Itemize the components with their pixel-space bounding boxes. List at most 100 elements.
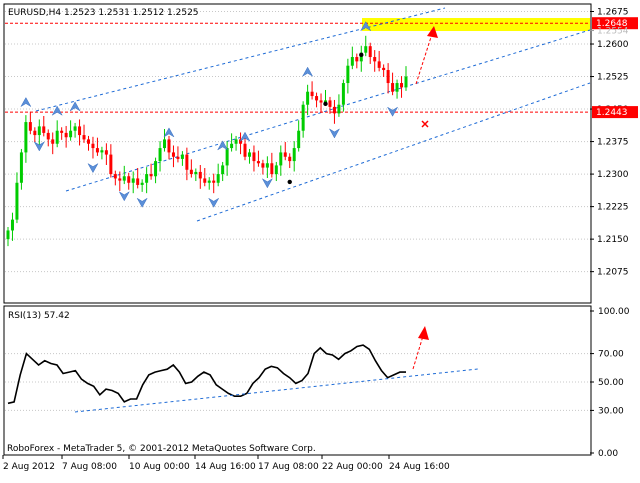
fractal-down-marker <box>328 128 341 139</box>
candles <box>6 35 408 247</box>
time-axis-label: 24 Aug 16:00 <box>389 462 450 472</box>
fractal-down-marker <box>33 141 45 152</box>
fractal-up-marker <box>69 101 81 112</box>
fractal-down-marker <box>136 197 148 208</box>
rsi-line-layer <box>7 326 479 413</box>
candle-body <box>221 165 225 175</box>
fractal-down-marker <box>87 162 99 174</box>
price-channel <box>35 7 591 222</box>
pivot-dot <box>359 52 364 58</box>
rsi-line <box>7 344 406 405</box>
rsi-axis-label: 100.00 <box>598 307 630 317</box>
rsi-trendline <box>74 368 479 413</box>
candle-body <box>176 156 180 159</box>
rsi-axis-label: 30.00 <box>598 406 624 416</box>
candle-body <box>395 83 399 92</box>
candle-body <box>315 96 319 101</box>
fractal-up-marker <box>163 127 175 138</box>
candle-body <box>373 57 377 62</box>
price-level-layer <box>5 22 590 113</box>
candle-body <box>136 178 140 185</box>
rsi-title: RSI(13) 57.42 <box>8 311 70 321</box>
pivot-dot <box>323 101 328 107</box>
candle-body <box>247 152 251 157</box>
candle-body <box>37 126 41 136</box>
fractal-down-marker <box>386 106 399 117</box>
forecast-arrow-head <box>427 26 438 38</box>
rsi-axis-label: 70.00 <box>598 350 624 360</box>
channel-upper-line <box>35 7 446 112</box>
candle-body <box>109 154 113 175</box>
price-axis-label: 1.2075 <box>597 268 629 278</box>
candle-body <box>6 230 10 240</box>
candle-body <box>270 163 274 175</box>
candle-body <box>364 46 368 53</box>
candle-body <box>131 178 135 183</box>
candle-body <box>350 57 354 66</box>
price-axis-label: 1.2300 <box>597 170 629 180</box>
candle-body <box>15 182 19 220</box>
rsi-axis: 100.00 70.00 50.00 30.00 0.00 <box>590 307 630 459</box>
candle-body <box>86 139 90 144</box>
forecast-arrow-line <box>415 33 433 85</box>
rsi-axis-label: 0.00 <box>598 449 618 459</box>
fractal-up-marker <box>360 21 372 32</box>
forecast <box>415 26 438 128</box>
candle-body <box>279 152 283 166</box>
candle-body <box>203 178 207 183</box>
candle-body <box>113 174 117 179</box>
candle-body <box>324 100 328 103</box>
rsi-axis-label: 50.00 <box>598 378 624 388</box>
candle-body <box>140 182 144 185</box>
candle-body <box>24 122 28 153</box>
time-axis-label: 7 Aug 08:00 <box>62 462 117 472</box>
candle-body <box>310 91 314 97</box>
fractal-down-marker <box>118 191 130 202</box>
candle-body <box>252 152 256 162</box>
time-axis-label: 2 Aug 2012 <box>3 462 55 472</box>
candle-body <box>189 169 193 175</box>
candle-body <box>28 122 32 131</box>
target-zone-layer <box>362 18 590 32</box>
rsi-forecast-arrow-head <box>418 326 429 340</box>
candle-body <box>78 126 82 136</box>
candle-body <box>306 91 310 105</box>
candle-body <box>91 143 95 149</box>
candle-body <box>149 174 153 177</box>
candle-body <box>185 154 189 170</box>
candle-body <box>256 161 260 164</box>
candle-body <box>46 132 50 140</box>
candle-body <box>265 163 269 168</box>
candle-body <box>180 154 184 159</box>
price-chart-title: EURUSD,H4 1.2523 1.2531 1.2512 1.2525 <box>8 8 199 18</box>
price-axis-label: 1.2525 <box>597 73 629 83</box>
target-zone <box>362 18 590 32</box>
candle-body <box>355 57 359 62</box>
rsi-panel-frame <box>3 305 592 456</box>
fractals <box>20 21 399 208</box>
candle-body <box>194 171 198 175</box>
price-axis-label: 1.2375 <box>597 138 629 148</box>
time-axis-label: 17 Aug 08:00 <box>258 462 319 472</box>
candle-body <box>42 126 46 133</box>
forecast-cross <box>421 120 429 128</box>
candle-body <box>73 126 77 131</box>
candle-body <box>171 152 175 157</box>
candle-body <box>95 148 99 153</box>
rsi-forecast-line <box>412 335 424 370</box>
candle-body <box>122 176 126 181</box>
candle-body <box>212 180 216 183</box>
fractal-up-marker <box>51 105 63 116</box>
footer-copyright: RoboForex - MetaTrader 5, © 2001-2012 Me… <box>7 444 316 454</box>
candle-body <box>55 130 59 144</box>
candle-body <box>292 148 296 162</box>
candle-body <box>51 139 55 144</box>
price-axis-label: 1.2675 <box>597 8 629 18</box>
price-axis-label: 1.2225 <box>597 203 629 213</box>
candle-body <box>207 180 211 183</box>
fractal-up-marker <box>216 140 229 151</box>
candle-body <box>158 148 162 162</box>
candle-body <box>297 130 301 149</box>
candle-body <box>104 150 108 155</box>
